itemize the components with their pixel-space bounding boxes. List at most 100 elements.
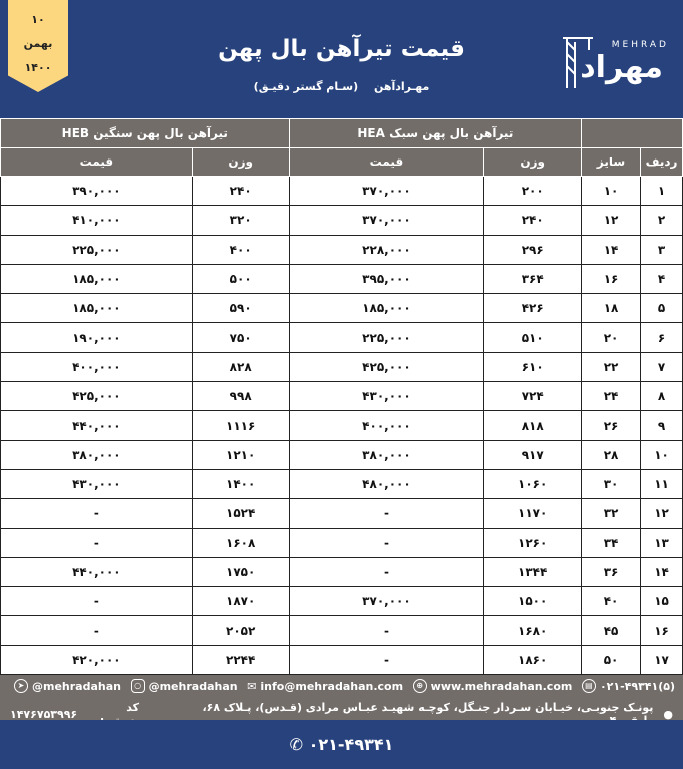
hea-weight: ۲۰۰ bbox=[483, 175, 583, 207]
hea-price: ۲۲۸,۰۰۰ bbox=[288, 234, 485, 265]
size: ۲۸ bbox=[581, 439, 642, 470]
heb-price: - bbox=[0, 527, 193, 558]
hea-price: ۳۷۰,۰۰۰ bbox=[288, 205, 485, 236]
heb-price: ۱۸۵,۰۰۰ bbox=[0, 263, 193, 295]
row-number: ۷ bbox=[640, 351, 683, 383]
table-row: ۱ ۱۰ ۲۰۰ ۳۷۰,۰۰۰ ۲۴۰ ۳۹۰,۰۰۰ bbox=[0, 175, 683, 207]
hea-weight: ۱۲۶۰ bbox=[483, 527, 583, 558]
hea-weight: ۱۶۸۰ bbox=[483, 615, 583, 646]
hea-weight: ۷۲۴ bbox=[483, 381, 583, 412]
hea-weight: ۹۱۷ bbox=[483, 439, 583, 470]
hea-price: ۲۲۵,۰۰۰ bbox=[288, 322, 485, 353]
row-number: ۱۳ bbox=[640, 527, 683, 558]
hea-price: ۳۷۰,۰۰۰ bbox=[288, 586, 485, 617]
table-row: ۱۶ ۴۵ ۱۶۸۰-۲۰۵۲- bbox=[0, 615, 683, 646]
contact-footer: ➤ @mehradahan ○ @mehradahan ✉ info@mehradah… bbox=[0, 675, 683, 727]
col-row: ردیف bbox=[640, 147, 683, 177]
heb-weight: ۱۱۱۶ bbox=[191, 410, 290, 441]
table-row: ۱۳ ۳۴ ۱۲۶۰-۱۶۰۸- bbox=[0, 527, 683, 558]
hea-weight: ۲۹۶ bbox=[483, 234, 583, 265]
table-row: ۱۷ ۵۰ ۱۸۶۰-۲۲۴۴ ۴۲۰,۰۰۰ bbox=[0, 644, 683, 676]
heb-weight: ۱۴۰۰ bbox=[191, 468, 290, 500]
hea-price: ۳۸۰,۰۰۰ bbox=[288, 439, 485, 470]
hea-price: ۳۷۰,۰۰۰ bbox=[288, 175, 485, 207]
heb-price: ۴۲۰,۰۰۰ bbox=[0, 644, 193, 676]
table-row: ۵ ۱۸ ۴۲۶ ۱۸۵,۰۰۰ ۵۹۰ ۱۸۵,۰۰۰ bbox=[0, 293, 683, 324]
size: ۱۶ bbox=[581, 263, 642, 295]
hea-price: ۱۸۵,۰۰۰ bbox=[288, 293, 485, 324]
telegram-link[interactable]: ➤ @mehradahan bbox=[14, 679, 121, 693]
heb-price: ۳۸۰,۰۰۰ bbox=[0, 439, 193, 470]
header-blank bbox=[581, 118, 683, 148]
phone-number[interactable]: ۰۲۱-۴۹۳۴۱ bbox=[308, 735, 394, 754]
heb-price: ۴۴۰,۰۰۰ bbox=[0, 410, 193, 441]
table-row: ۱۱ ۳۰ ۱۰۶۰ ۴۸۰,۰۰۰ ۱۴۰۰ ۴۳۰,۰۰۰ bbox=[0, 468, 683, 500]
hea-weight: ۲۴۰ bbox=[483, 205, 583, 236]
heb-price: - bbox=[0, 586, 193, 617]
heb-price: - bbox=[0, 615, 193, 646]
table-row: ۱۴ ۳۶ ۱۳۴۴-۱۷۵۰ ۴۴۰,۰۰۰ bbox=[0, 556, 683, 588]
heb-weight: ۳۲۰ bbox=[191, 205, 290, 236]
row-number: ۱۵ bbox=[640, 586, 683, 617]
heb-weight: ۴۰۰ bbox=[191, 234, 290, 265]
size: ۵۰ bbox=[581, 644, 642, 676]
crane-icon bbox=[563, 37, 593, 88]
col-size: سایز bbox=[581, 147, 642, 177]
size: ۳۰ bbox=[581, 468, 642, 500]
heb-price: ۱۸۵,۰۰۰ bbox=[0, 293, 193, 324]
table-row: ۹ ۲۶ ۸۱۸ ۴۰۰,۰۰۰ ۱۱۱۶ ۴۴۰,۰۰۰ bbox=[0, 410, 683, 441]
size: ۱۲ bbox=[581, 205, 642, 236]
hea-price: - bbox=[288, 498, 485, 529]
table-row: ۶ ۲۰ ۵۱۰ ۲۲۵,۰۰۰ ۷۵۰ ۱۹۰,۰۰۰ bbox=[0, 322, 683, 353]
globe-icon: ⊕ bbox=[412, 679, 427, 693]
telegram-icon: ➤ bbox=[14, 679, 28, 693]
row-number: ۱۰ bbox=[640, 439, 683, 470]
header: ۱۰ بهمن ۱۴۰۰ قیمت تیرآهن بال پهن مهـرادآ… bbox=[0, 0, 683, 118]
hea-price: - bbox=[288, 527, 485, 558]
size: ۲۴ bbox=[581, 381, 642, 412]
size: ۳۴ bbox=[581, 527, 642, 558]
hea-weight: ۱۵۰۰ bbox=[483, 586, 583, 617]
instagram-link[interactable]: ○ @mehradahan bbox=[130, 679, 238, 693]
heb-weight: ۸۲۸ bbox=[191, 351, 290, 383]
hea-weight: ۱۰۶۰ bbox=[483, 468, 583, 500]
table-row: ۱۵ ۴۰ ۱۵۰۰ ۳۷۰,۰۰۰ ۱۸۷۰- bbox=[0, 586, 683, 617]
heb-weight: ۷۵۰ bbox=[191, 322, 290, 353]
logo: MEHRAD مهراد bbox=[563, 28, 669, 92]
heb-price: ۴۴۰,۰۰۰ bbox=[0, 556, 193, 588]
table-row: ۷ ۲۲ ۶۱۰ ۴۲۵,۰۰۰ ۸۲۸ ۴۰۰,۰۰۰ bbox=[0, 351, 683, 383]
price-table: تیرآهن بال پهن سبک HEA تیرآهن بال پهن سن… bbox=[0, 118, 683, 676]
row-number: ۱ bbox=[640, 175, 683, 207]
heb-weight: ۲۴۰ bbox=[191, 175, 290, 207]
heb-weight: ۲۲۴۴ bbox=[191, 644, 290, 676]
heb-price: ۴۱۰,۰۰۰ bbox=[0, 205, 193, 236]
size: ۱۴ bbox=[581, 234, 642, 265]
heb-price: ۱۹۰,۰۰۰ bbox=[0, 322, 193, 353]
location-icon: ● bbox=[663, 707, 673, 721]
row-number: ۲ bbox=[640, 205, 683, 236]
date-day: ۱۰ bbox=[31, 13, 45, 26]
website-link[interactable]: ⊕ www.mehradahan.com bbox=[412, 679, 572, 693]
company-name: مهـرادآهن bbox=[373, 80, 430, 93]
group-header-heb: تیرآهن بال پهن سنگین HEB bbox=[0, 118, 290, 148]
hea-weight: ۳۶۴ bbox=[483, 263, 583, 295]
instagram-icon: ○ bbox=[130, 679, 145, 693]
company-legal-name: (سـام گستر دقیـق) bbox=[253, 80, 359, 93]
date-year: ۱۴۰۰ bbox=[24, 61, 52, 74]
col-hea-price: قیمت bbox=[288, 147, 485, 177]
size: ۲۶ bbox=[581, 410, 642, 441]
date-ribbon: ۱۰ بهمن ۱۴۰۰ bbox=[8, 0, 68, 92]
heb-weight: ۱۵۲۴ bbox=[191, 498, 290, 529]
row-number: ۸ bbox=[640, 381, 683, 412]
mail-icon: ✉ bbox=[247, 679, 257, 693]
row-number: ۶ bbox=[640, 322, 683, 353]
col-heb-weight: وزن bbox=[191, 147, 290, 177]
size: ۱۰ bbox=[581, 175, 642, 207]
hea-weight: ۱۳۴۴ bbox=[483, 556, 583, 588]
table-row: ۱۰ ۲۸ ۹۱۷ ۳۸۰,۰۰۰ ۱۲۱۰ ۳۸۰,۰۰۰ bbox=[0, 439, 683, 470]
hea-price: ۴۳۰,۰۰۰ bbox=[288, 381, 485, 412]
row-number: ۴ bbox=[640, 263, 683, 295]
heb-weight: ۱۸۷۰ bbox=[191, 586, 290, 617]
table-row: ۸ ۲۴ ۷۲۴ ۴۳۰,۰۰۰ ۹۹۸ ۴۲۵,۰۰۰ bbox=[0, 381, 683, 412]
email-link[interactable]: ✉ info@mehradahan.com bbox=[247, 679, 404, 693]
